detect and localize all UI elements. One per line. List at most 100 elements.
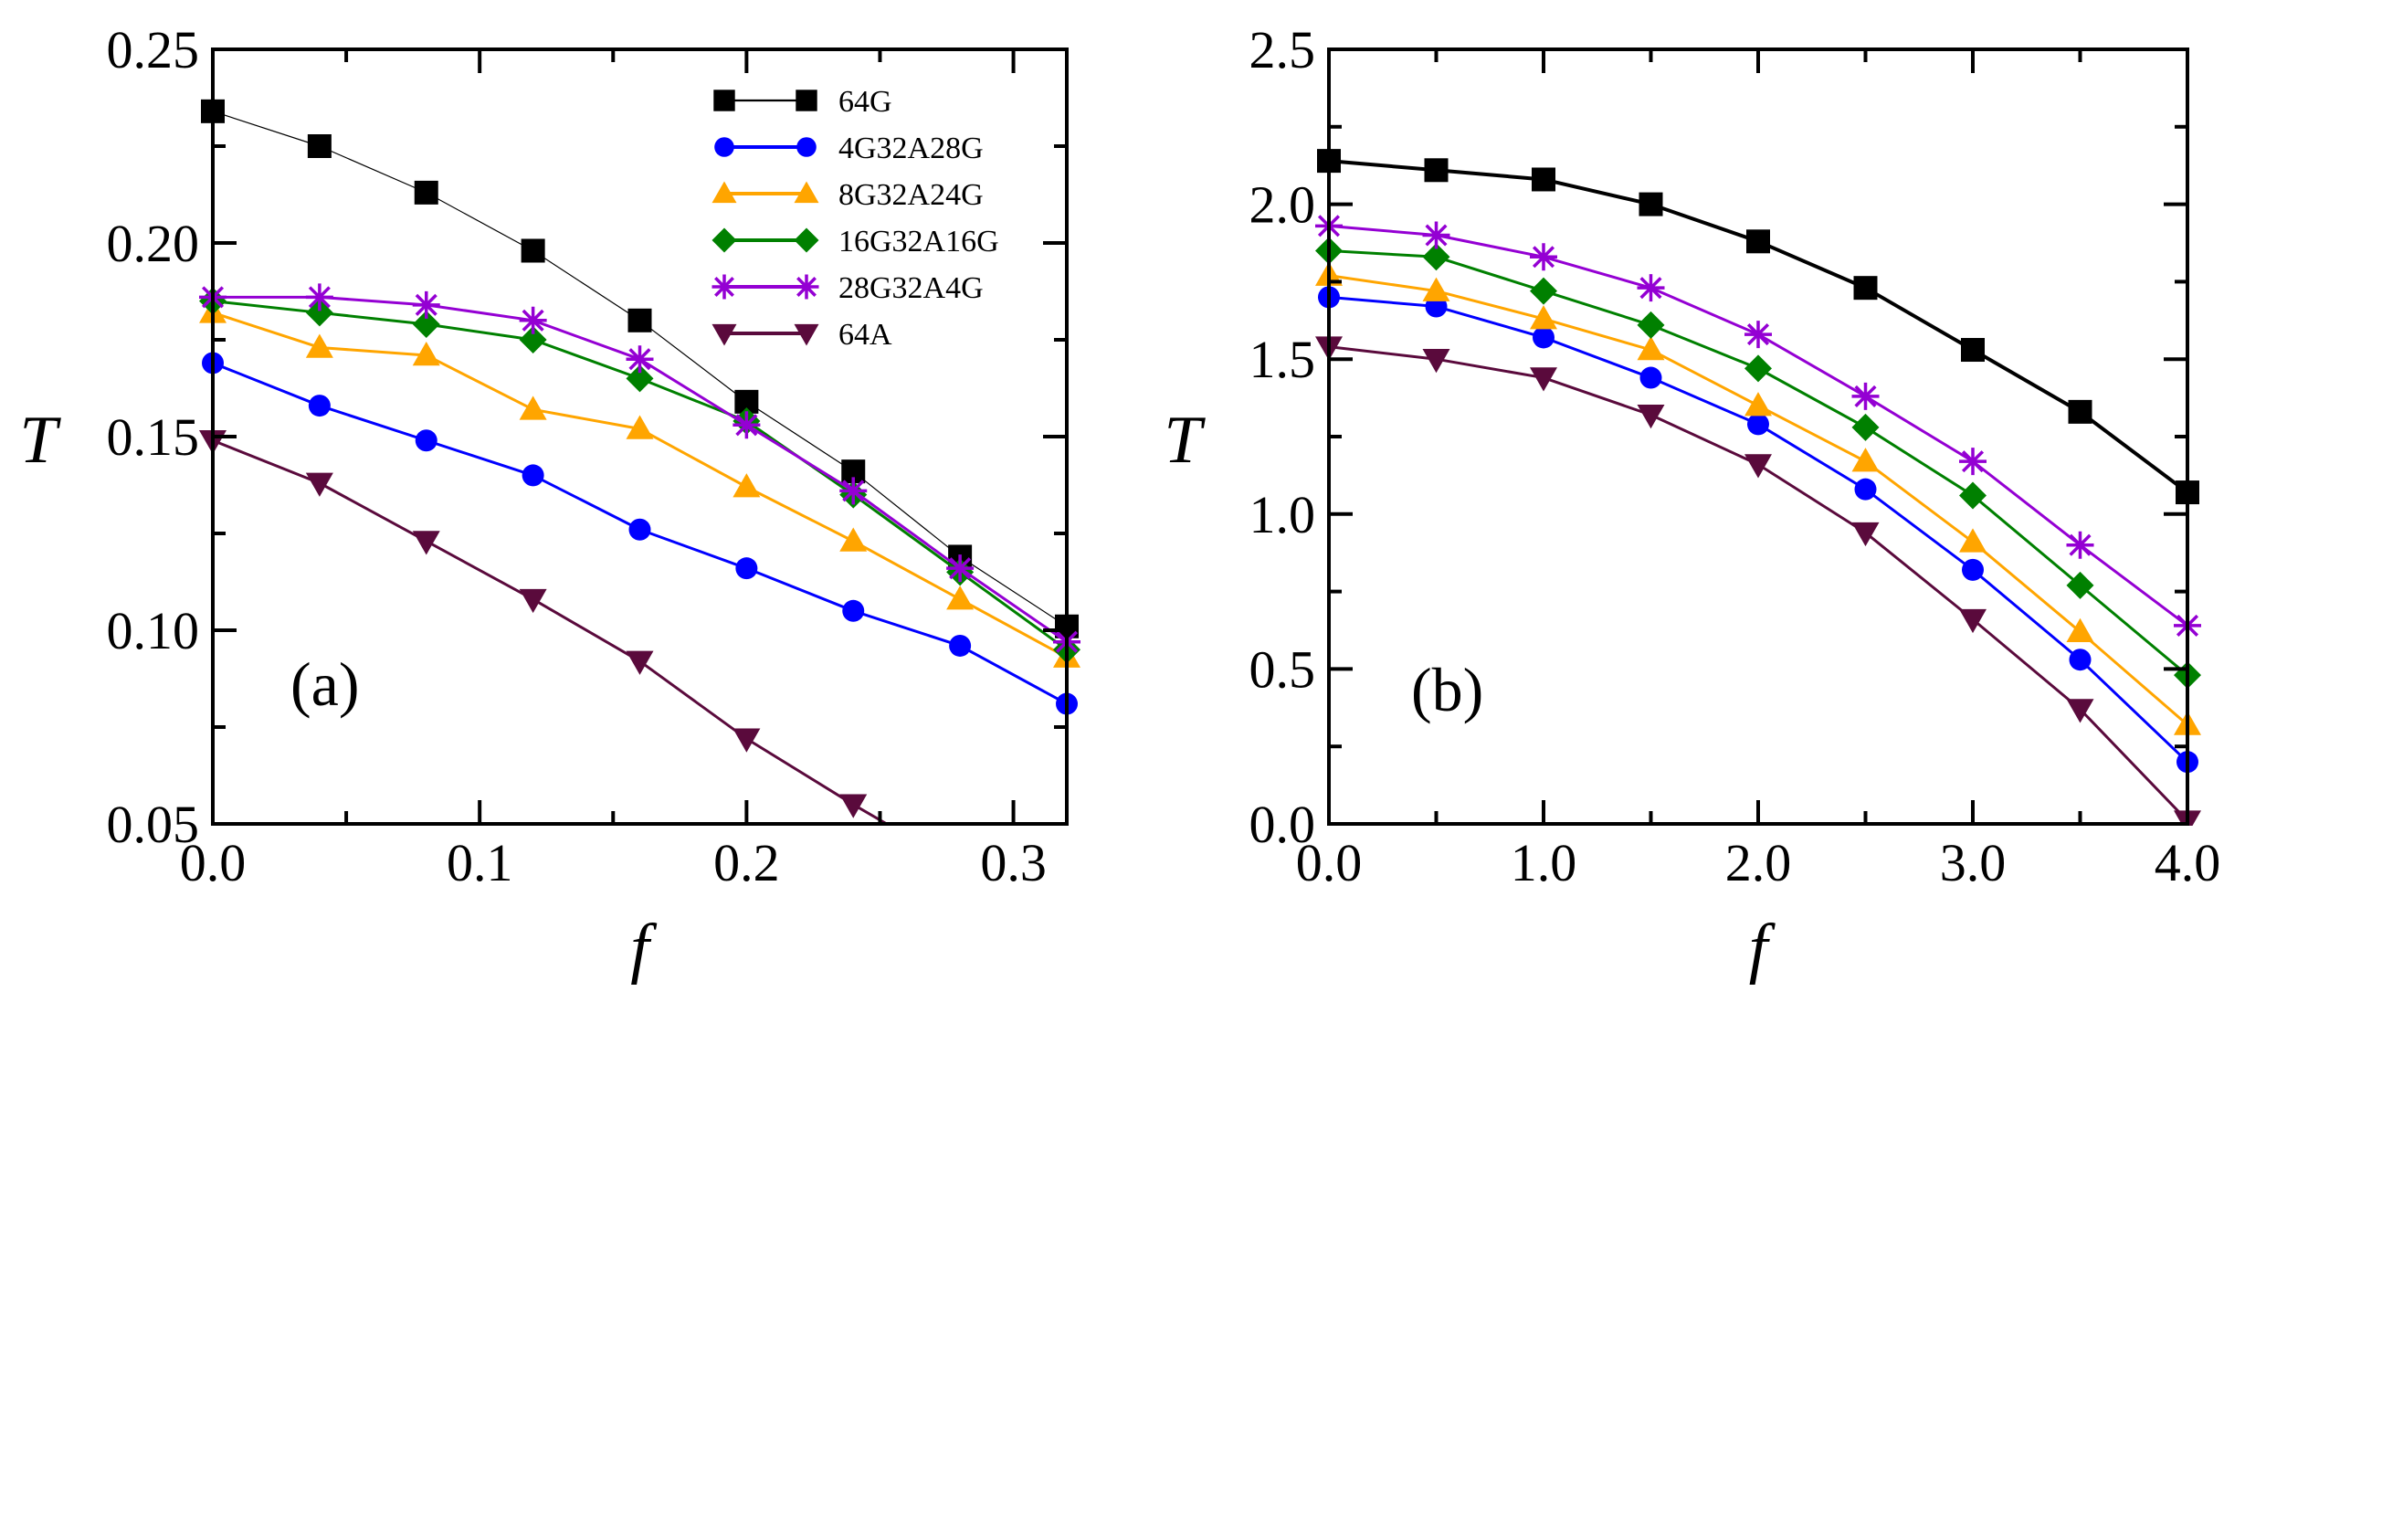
legend-label-8G32A24G: 8G32A24G	[838, 178, 984, 212]
data-point-16G32A16G-3	[519, 326, 547, 353]
data-point-64A-3	[1637, 405, 1665, 429]
x-tick-label: 4.0	[2155, 833, 2221, 892]
data-point-64A-2	[412, 531, 440, 555]
data-point-28G32A4G-3	[1637, 274, 1665, 302]
data-point-64A-4	[626, 650, 654, 675]
data-point-8G32A24G-5	[732, 473, 761, 498]
data-point-64A-6	[839, 794, 868, 818]
data-point-16G32A16G-3	[1637, 311, 1665, 339]
y-tick-label: 0.15	[107, 407, 200, 467]
series-4G32A28G	[1318, 286, 2198, 774]
legend-marker-16G32A16G	[794, 227, 819, 253]
x-tick-label: 0.0	[1296, 833, 1363, 892]
data-point-28G32A4G-1	[305, 283, 333, 311]
data-point-8G32A24G-5	[1851, 448, 1880, 472]
data-point-4G32A28G-3	[1639, 366, 1662, 389]
data-point-28G32A4G-7	[946, 554, 975, 583]
data-point-8G32A24G-6	[839, 527, 868, 552]
data-point-8G32A24G-7	[2066, 617, 2094, 642]
legend-marker-28G32A4G	[711, 274, 737, 300]
data-point-8G32A24G-1	[1422, 277, 1450, 301]
legend-marker-28G32A4G	[794, 274, 819, 300]
data-point-64A-1	[305, 472, 333, 497]
legend-label-64G: 64G	[838, 85, 892, 119]
data-point-28G32A4G-5	[732, 411, 761, 439]
plot-area-a	[199, 99, 1080, 826]
y-tick-label: 0.0	[1249, 795, 1316, 854]
data-point-28G32A4G-4	[626, 345, 654, 374]
y-tick-label: 0.25	[107, 20, 200, 79]
data-point-28G32A4G-1	[1422, 221, 1450, 249]
y-tick-label: 1.5	[1249, 330, 1316, 389]
data-point-28G32A4G-5	[1851, 382, 1880, 410]
data-point-28G32A4G-2	[412, 290, 440, 319]
series-64A	[1315, 336, 2201, 826]
data-point-16G32A16G-1	[1422, 243, 1450, 271]
series-64G	[201, 99, 1079, 638]
data-point-64G-4	[627, 308, 652, 332]
series-16G32A16G	[1315, 237, 2201, 690]
x-tick-label: 0.0	[180, 833, 247, 892]
data-point-16G32A16G-4	[1744, 354, 1772, 383]
legend-marker-8G32A24G	[711, 181, 737, 204]
data-point-16G32A16G-7	[2066, 571, 2094, 599]
legend-marker-4G32A28G	[796, 137, 817, 157]
chart-panel-a: 0.0 0.1 0.2 0.30.050.100.150.200.25fT(a)64G…	[19, 20, 1080, 986]
data-point-8G32A24G-7	[946, 585, 975, 610]
x-tick-label: 2.0	[1725, 833, 1792, 892]
legend: 64G 4G32A28G 8G32A24G 16G32A16G 28G32A4G 64A	[711, 85, 999, 352]
data-point-64G-1	[1424, 158, 1449, 183]
data-point-64G-3	[521, 238, 545, 263]
data-point-64G-3	[1639, 192, 1663, 216]
data-point-4G32A28G-6	[1962, 558, 1984, 581]
data-point-64G-4	[1746, 229, 1770, 254]
y-tick-label: 2.5	[1249, 20, 1316, 79]
y-tick-label: 0.20	[107, 214, 200, 273]
legend-marker-16G32A16G	[711, 227, 737, 253]
data-point-8G32A24G-2	[412, 341, 440, 366]
data-point-64A-5	[1851, 522, 1880, 547]
panel-label-b: (b)	[1411, 655, 1483, 724]
data-point-16G32A16G-2	[412, 311, 440, 339]
data-point-4G32A28G-7	[949, 634, 972, 657]
data-point-64A-7	[2066, 699, 2094, 723]
x-tick-label: 1.0	[1511, 833, 1577, 892]
data-point-4G32A28G-7	[2069, 649, 2092, 671]
data-point-28G32A4G-4	[1744, 321, 1772, 349]
y-tick-label: 0.5	[1249, 639, 1316, 699]
legend-marker-64G	[796, 90, 817, 111]
data-point-8G32A24G-3	[519, 396, 547, 420]
panel-label-a: (a)	[290, 649, 359, 719]
data-point-4G32A28G-1	[308, 395, 331, 417]
data-point-8G32A24G-4	[1744, 392, 1772, 417]
data-point-4G32A28G-5	[735, 557, 758, 580]
data-point-64G-2	[414, 180, 438, 205]
data-point-4G32A28G-4	[628, 518, 651, 541]
chart-panel-b: 0.0 1.0 2.0 3.0 4.00.00.51.01.52.02.5fT(b)	[1164, 20, 2220, 986]
data-point-64G-2	[1532, 167, 1555, 192]
data-point-64A-4	[1744, 454, 1772, 479]
y-tick-label: 0.05	[107, 795, 200, 854]
y-tick-label: 0.10	[107, 601, 200, 660]
data-point-8G32A24G-4	[626, 415, 654, 439]
legend-label-4G32A28G: 4G32A28G	[838, 132, 984, 165]
data-point-4G32A28G-3	[522, 464, 544, 487]
data-point-4G32A28G-2	[415, 429, 437, 452]
data-point-16G32A16G-5	[1851, 413, 1880, 441]
data-point-28G32A4G-7	[2066, 531, 2094, 559]
data-point-4G32A28G-2	[1533, 326, 1555, 349]
data-point-64G-1	[307, 134, 332, 158]
data-point-28G32A4G-6	[839, 477, 868, 505]
legend-label-64A: 64A	[838, 318, 892, 352]
y-axis-label: T	[1164, 403, 1206, 478]
data-point-16G32A16G-4	[626, 364, 654, 393]
data-point-8G32A24G-1	[305, 333, 333, 358]
legend-marker-4G32A28G	[714, 137, 734, 157]
data-point-64A-1	[1422, 348, 1450, 374]
data-point-64G-7	[2068, 399, 2092, 424]
data-point-4G32A28G-4	[1747, 413, 1769, 436]
legend-marker-64A	[711, 323, 737, 346]
x-tick-label: 0.2	[713, 833, 780, 892]
data-point-64A-2	[1530, 367, 1557, 392]
